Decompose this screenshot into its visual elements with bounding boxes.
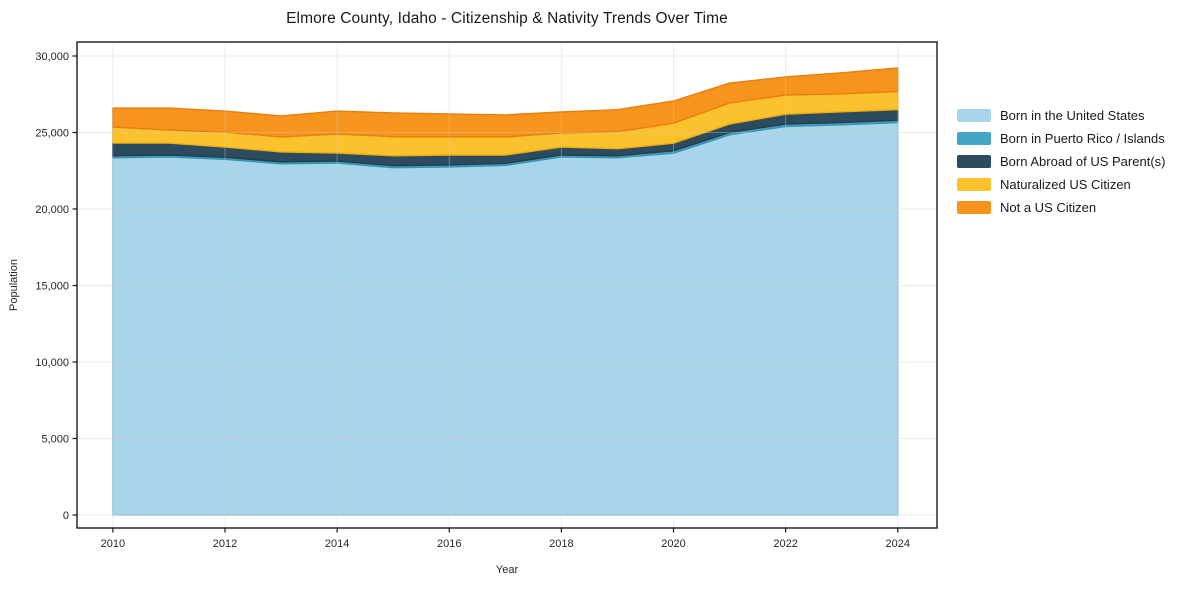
y-tick-label: 10,000 (35, 357, 69, 369)
x-axis-label: Year (495, 564, 519, 576)
y-tick-label: 20,000 (35, 204, 69, 216)
x-tick-label: 2020 (661, 538, 685, 550)
chart-title: Elmore County, Idaho - Citizenship & Nat… (286, 10, 728, 27)
x-tick-label: 2010 (101, 538, 125, 550)
legend-item: Naturalized US Citizen (957, 173, 1165, 196)
y-tick-label: 0 (63, 510, 69, 522)
y-tick-label: 5,000 (41, 433, 69, 445)
legend-swatch (957, 132, 991, 145)
legend-label: Not a US Citizen (1000, 200, 1097, 215)
y-axis-label: Population (8, 259, 20, 311)
legend-label: Born in the United States (1000, 108, 1145, 123)
legend-item: Born Abroad of US Parent(s) (957, 150, 1165, 173)
legend-swatch (957, 155, 991, 168)
x-tick-label: 2018 (549, 538, 573, 550)
legend-swatch (957, 178, 991, 191)
x-tick-label: 2016 (437, 538, 461, 550)
y-tick-label: 25,000 (35, 127, 69, 139)
x-tick-label: 2022 (773, 538, 797, 550)
legend-swatch (957, 109, 991, 122)
legend-item: Not a US Citizen (957, 196, 1165, 219)
legend-swatch (957, 201, 991, 214)
legend-label: Born Abroad of US Parent(s) (1000, 154, 1166, 169)
legend-label: Naturalized US Citizen (1000, 177, 1131, 192)
legend: Born in the United States Born in Puerto … (957, 104, 1165, 219)
area-series-0 (112, 121, 899, 516)
x-tick-label: 2024 (886, 538, 910, 550)
x-tick-label: 2012 (213, 538, 237, 550)
x-tick-label: 2014 (325, 538, 349, 550)
legend-label: Born in Puerto Rico / Islands (1000, 131, 1165, 146)
legend-item: Born in the United States (957, 104, 1165, 127)
y-tick-label: 30,000 (35, 51, 69, 63)
legend-item: Born in Puerto Rico / Islands (957, 127, 1165, 150)
area-series-4 (112, 67, 899, 138)
y-tick-label: 15,000 (35, 280, 69, 292)
